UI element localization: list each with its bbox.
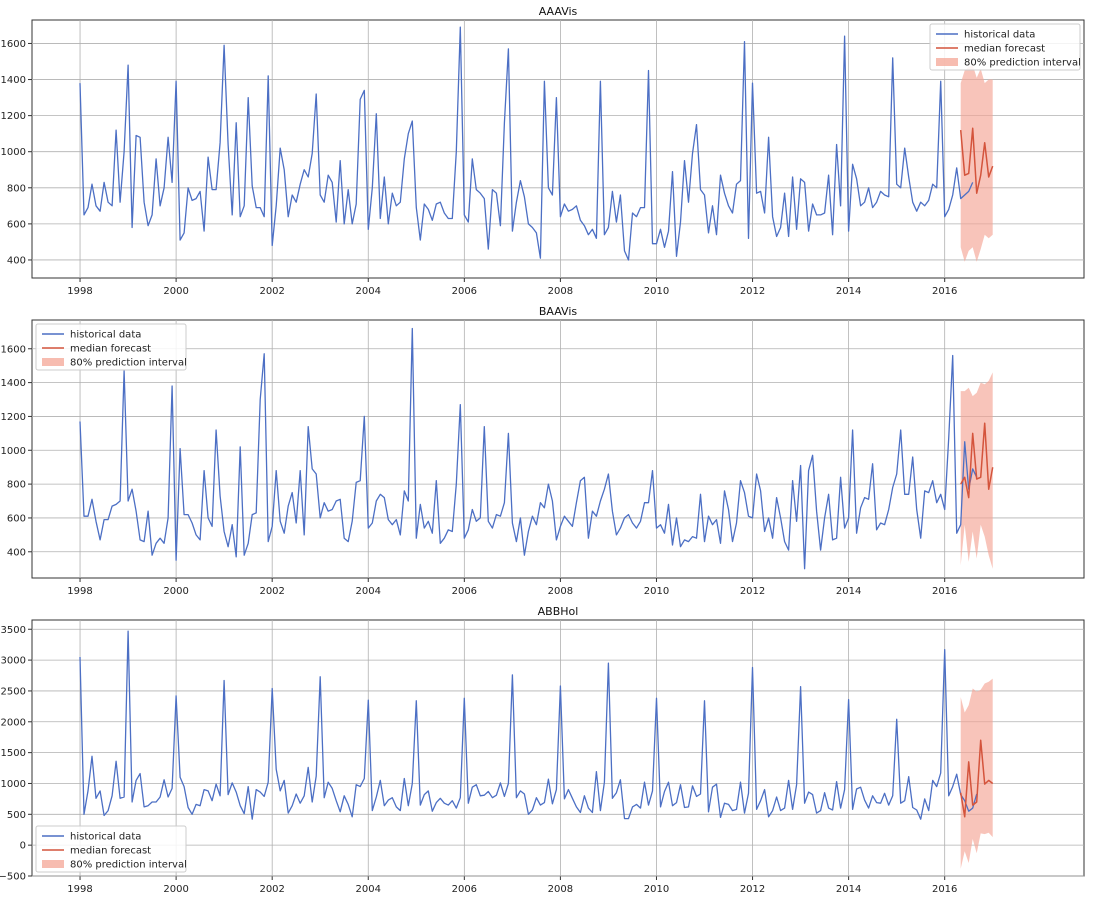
legend-frame [929,23,1081,71]
x-tick-label: 2014 [836,884,861,895]
chart-panel-aaavis: 1998 2000 2002 2004 2006 2008 2010 2012 2014 2016… [1,5,1085,297]
legend-label: 80% prediction interval [70,860,187,871]
y-tick-label: 1600 [1,39,26,50]
x-tick-label: 2000 [163,286,188,297]
legend-swatch-interval [42,860,64,868]
prediction-interval-band [960,65,993,262]
x-tick-label: 2010 [644,884,669,895]
chart-title: AAAVis [539,5,578,18]
prediction-interval-band [960,678,993,869]
legend: historical data median forecast 80% predic… [929,23,1081,71]
y-tick-label: 2000 [1,717,26,728]
y-tick-label: 1200 [1,412,26,423]
chart-title: ABBHol [538,605,579,618]
x-tick-label: 2016 [932,286,957,297]
x-tick-label: 2004 [356,586,381,597]
x-tick-label: 2016 [932,586,957,597]
historical-data-line [79,630,978,820]
x-tick-label: 2012 [740,286,765,297]
y-tick-label: 400 [7,547,26,558]
x-tick-label: 1998 [67,286,92,297]
x-tick-label: 2008 [548,884,573,895]
x-tick-label: 1998 [67,884,92,895]
y-tick-label: 1600 [1,344,26,355]
y-tick-label: 2500 [1,686,26,697]
x-tick-label: 2000 [163,884,188,895]
legend-label: historical data [70,330,141,341]
y-tick-label: 1000 [1,779,26,790]
y-tick-label: 1500 [1,748,26,759]
legend-label: median forecast [70,344,151,355]
legend-label: 80% prediction interval [964,58,1081,69]
x-tick-label: 1998 [67,586,92,597]
legend: historical data median forecast 80% predic… [35,825,187,873]
x-tick-label: 2010 [644,286,669,297]
x-tick-label: 2008 [548,586,573,597]
legend-label: median forecast [70,846,151,857]
historical-data-line [79,327,978,570]
x-tick-label: 2002 [259,884,284,895]
chart-panel-baavis: 1998 2000 2002 2004 2006 2008 2010 2012 2014 2016… [1,305,1085,597]
legend-frame [35,323,187,371]
median-forecast-line [959,127,994,194]
y-tick-label: 1000 [1,446,26,457]
x-tick-label: 2002 [259,586,284,597]
y-tick-label: 1400 [1,378,26,389]
x-tick-label: 2008 [548,286,573,297]
legend-label: historical data [964,30,1035,41]
legend-label: 80% prediction interval [70,358,187,369]
x-tick-label: 2000 [163,586,188,597]
x-tick-label: 2012 [740,586,765,597]
median-forecast-line [959,739,994,818]
legend: historical data median forecast 80% predic… [35,323,187,371]
y-tick-label: 0 [20,841,26,852]
y-tick-label: 3500 [1,625,26,636]
x-tick-label: 2006 [452,286,477,297]
chart-panel-abbhol: 1998 2000 2002 2004 2006 2008 2010 2012 2014 2016… [0,605,1085,895]
x-tick-label: 2002 [259,286,284,297]
x-tick-label: 2016 [932,884,957,895]
y-tick-label: −500 [0,872,26,883]
plot-area [31,319,1085,579]
y-tick-label: 800 [7,480,26,491]
y-tick-label: 500 [7,810,26,821]
y-tick-label: 400 [7,255,26,266]
y-tick-label: 1200 [1,111,26,122]
x-tick-label: 2010 [644,586,669,597]
x-tick-label: 2004 [356,884,381,895]
y-tick-label: 1000 [1,147,26,158]
legend-frame [35,825,187,873]
chart-title: BAAVis [539,305,578,318]
y-tick-label: 3000 [1,656,26,667]
median-forecast-line [960,422,994,499]
historical-data-line [79,26,974,261]
y-tick-label: 1400 [1,75,26,86]
x-tick-label: 2006 [452,884,477,895]
x-tick-label: 2012 [740,884,765,895]
y-tick-label: 800 [7,183,26,194]
x-tick-label: 2014 [836,586,861,597]
legend-label: median forecast [964,44,1045,55]
y-tick-label: 600 [7,513,26,524]
x-tick-label: 2014 [836,286,861,297]
legend-label: historical data [70,832,141,843]
x-tick-label: 2004 [356,286,381,297]
y-tick-label: 600 [7,219,26,230]
legend-swatch-interval [42,358,64,366]
legend-swatch-interval [936,58,958,66]
x-tick-label: 2006 [452,586,477,597]
